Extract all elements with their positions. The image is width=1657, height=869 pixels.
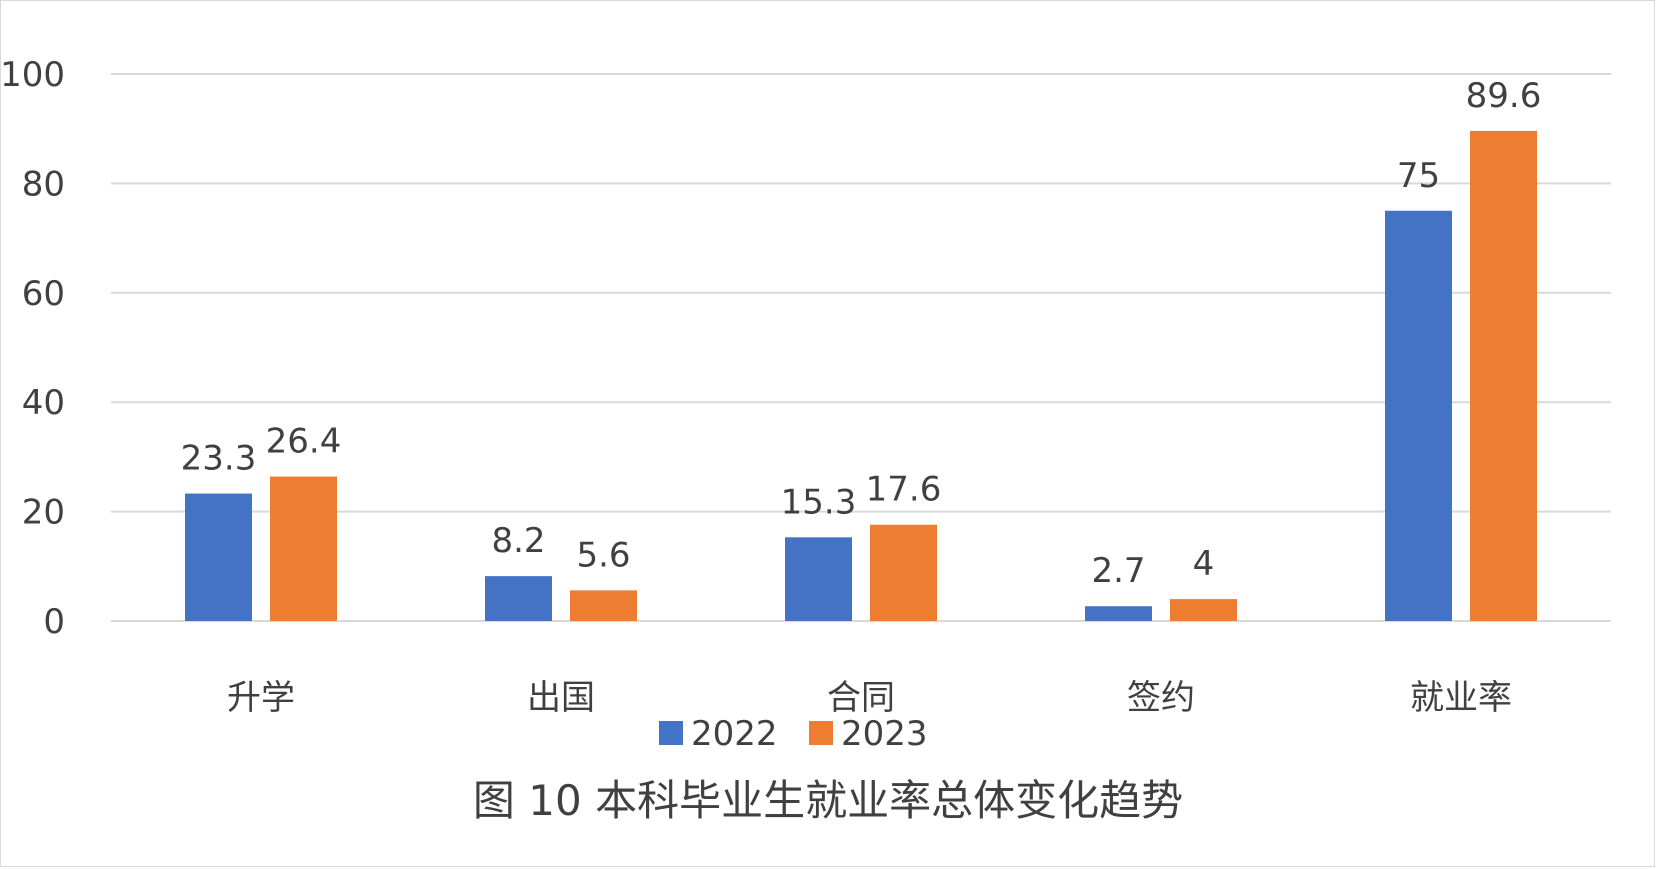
category-label-1: 升学	[227, 678, 295, 718]
bar-2022-升学	[185, 493, 252, 621]
bar-2023-就业率	[1470, 130, 1537, 621]
y-axis-ticks: 0 20 40 60 80 100	[1, 55, 65, 642]
data-label-2023-就业率: 89.6	[1466, 76, 1542, 116]
y-tick-label: 80	[22, 164, 65, 204]
data-label-2022-升学: 23.3	[181, 439, 257, 479]
category-label-4: 签约	[1127, 678, 1195, 718]
bar-2023-合同	[870, 524, 937, 621]
y-tick-label: 20	[22, 493, 65, 533]
y-tick-label: 0	[43, 602, 65, 642]
bar-2023-签约	[1170, 599, 1237, 621]
data-label-2023-出国: 5.6	[576, 535, 630, 575]
data-label-2022-就业率: 75	[1397, 156, 1440, 196]
bar-2023-出国	[570, 590, 637, 621]
chart-title: 图 10 本科毕业生就业率总体变化趋势	[473, 776, 1183, 825]
y-tick-label: 40	[22, 383, 65, 423]
y-tick-label: 100	[1, 55, 65, 95]
y-tick-label: 60	[22, 274, 65, 314]
legend-swatch-2023	[809, 721, 833, 745]
legend-label-2023: 2023	[841, 714, 928, 754]
data-label-2022-合同: 15.3	[781, 482, 857, 522]
category-label-2: 出国	[527, 678, 595, 718]
gridlines	[111, 73, 1611, 622]
legend-label-2022: 2022	[691, 714, 778, 754]
x-axis-categories: 升学 出国 合同 签约 就业率	[227, 678, 1512, 718]
data-label-2023-签约: 4	[1193, 544, 1215, 584]
data-labels: 23.3 26.4 8.2 5.6 15.3 17.6 2.7 4 75 89.6	[181, 76, 1542, 591]
category-label-3: 合同	[827, 678, 895, 718]
data-label-2022-签约: 2.7	[1091, 551, 1145, 591]
data-label-2023-合同: 17.6	[866, 470, 942, 510]
bar-2022-就业率	[1385, 210, 1452, 621]
data-label-2022-出国: 8.2	[491, 521, 545, 561]
category-label-5: 就业率	[1410, 678, 1512, 718]
bar-2023-升学	[270, 476, 337, 621]
legend-swatch-2022	[659, 721, 683, 745]
bar-2022-签约	[1085, 606, 1152, 621]
data-label-2023-升学: 26.4	[266, 422, 342, 462]
bar-2022-合同	[785, 537, 852, 621]
bars	[185, 130, 1537, 621]
bar-2022-出国	[485, 576, 552, 621]
legend: 2022 2023	[659, 714, 928, 754]
